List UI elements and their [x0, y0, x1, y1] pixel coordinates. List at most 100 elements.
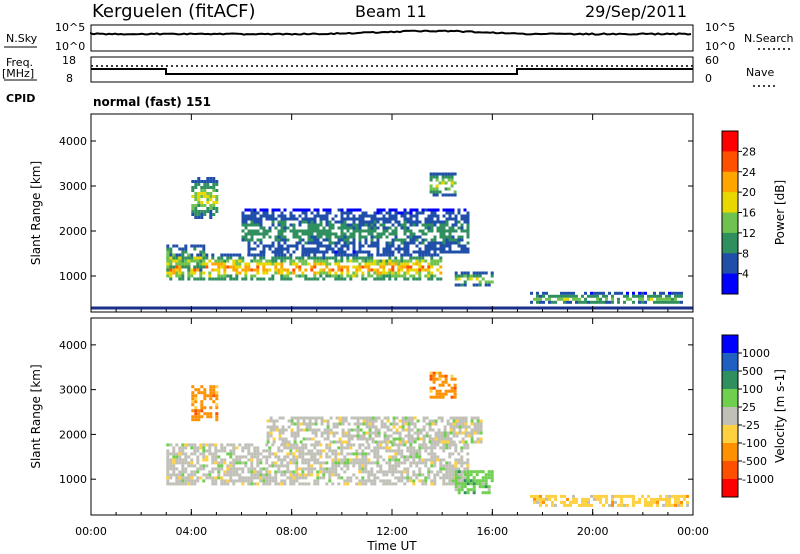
colorbar-swatch — [722, 353, 738, 372]
echo-cell — [403, 265, 407, 269]
echo-cell — [394, 482, 398, 486]
echo-cell — [611, 494, 614, 498]
echo-cell — [343, 265, 347, 269]
echo-cell — [432, 175, 436, 179]
echo-cell — [445, 217, 449, 221]
echo-cell — [370, 256, 374, 260]
echo-cell — [448, 244, 452, 248]
echo-cell — [388, 208, 392, 212]
echo-cell — [286, 446, 290, 450]
echo-cell — [229, 449, 233, 453]
echo-cell — [370, 259, 374, 263]
echo-cell — [361, 274, 365, 278]
echo-cell — [215, 412, 219, 416]
echo-cell — [542, 497, 545, 501]
echo-cell — [370, 268, 374, 272]
echo-cell — [455, 425, 459, 429]
echo-cell — [200, 186, 204, 189]
echo-cell — [316, 259, 320, 263]
echo-cell — [466, 482, 470, 486]
echo-cell — [244, 277, 248, 281]
echo-cell — [280, 274, 284, 278]
echo-cell — [463, 446, 467, 450]
echo-cell — [316, 458, 320, 462]
echo-cell — [665, 497, 668, 501]
echo-cell — [391, 464, 395, 468]
echo-cell — [184, 482, 188, 486]
echo-cell — [406, 446, 410, 450]
echo-cell — [467, 431, 471, 435]
echo-cell — [424, 220, 428, 224]
echo-cell — [358, 217, 362, 221]
echo-cell — [400, 214, 404, 218]
echo-cell — [196, 265, 200, 269]
echo-cell — [400, 479, 404, 483]
echo-cell — [241, 446, 245, 450]
echo-cell — [194, 388, 198, 392]
echo-cell — [391, 482, 395, 486]
echo-cell — [197, 204, 201, 207]
power-panel-frame — [90, 113, 694, 313]
echo-cell — [172, 473, 176, 477]
echo-cell — [301, 473, 305, 477]
echo-cell — [418, 250, 422, 254]
echo-cell — [310, 250, 314, 254]
echo-cell — [430, 262, 434, 266]
nsearch-label: N.Search — [744, 32, 794, 45]
echo-cell — [301, 482, 305, 486]
echo-cell — [395, 422, 399, 426]
echo-cell — [460, 271, 464, 275]
echo-cell — [341, 440, 345, 444]
echo-cell — [376, 277, 380, 281]
echo-cell — [175, 479, 179, 483]
echo-cell — [292, 473, 296, 477]
echo-cell — [340, 277, 344, 281]
echo-cell — [316, 238, 320, 242]
colorbar-tick-label: 500 — [742, 365, 763, 378]
echo-cell — [395, 428, 399, 432]
echo-cell — [365, 440, 369, 444]
echo-cell — [424, 464, 428, 468]
echo-cell — [325, 443, 329, 447]
echo-cell — [430, 256, 434, 260]
echo-cell — [283, 455, 287, 459]
echo-cell — [325, 250, 329, 254]
echo-cell — [320, 431, 324, 435]
echo-cell — [223, 268, 227, 272]
echo-cell — [443, 431, 447, 435]
echo-cell — [438, 395, 442, 399]
echo-cell — [313, 467, 317, 471]
echo-cell — [206, 394, 210, 398]
echo-cell — [377, 434, 381, 438]
echo-cell — [346, 211, 350, 215]
ytick-label: 3000 — [59, 384, 87, 397]
echo-cell — [217, 268, 221, 272]
echo-cell — [389, 440, 393, 444]
echo-cell — [346, 214, 350, 218]
echo-cell — [394, 238, 398, 242]
echo-cell — [235, 274, 239, 278]
echo-cell — [172, 482, 176, 486]
echo-cell — [424, 238, 428, 242]
echo-cell — [397, 446, 401, 450]
echo-cell — [427, 214, 431, 218]
echo-cell — [301, 256, 305, 260]
echo-cell — [367, 274, 371, 278]
echo-cell — [344, 416, 348, 420]
echo-cell — [340, 446, 344, 450]
echo-cell — [352, 238, 356, 242]
echo-cell — [406, 479, 410, 483]
echo-cell — [268, 479, 272, 483]
echo-cell — [461, 431, 465, 435]
echo-cell — [422, 437, 426, 441]
echo-cell — [403, 244, 407, 248]
echo-cell — [286, 244, 290, 248]
echo-cell — [409, 232, 413, 236]
echo-cell — [419, 428, 423, 432]
echo-cell — [415, 256, 419, 260]
velocity-ylabel: Slant Range [km] — [29, 364, 43, 468]
echo-cell — [310, 464, 314, 468]
echo-cell — [244, 446, 248, 450]
echo-cell — [412, 208, 416, 212]
echo-cell — [194, 216, 198, 219]
